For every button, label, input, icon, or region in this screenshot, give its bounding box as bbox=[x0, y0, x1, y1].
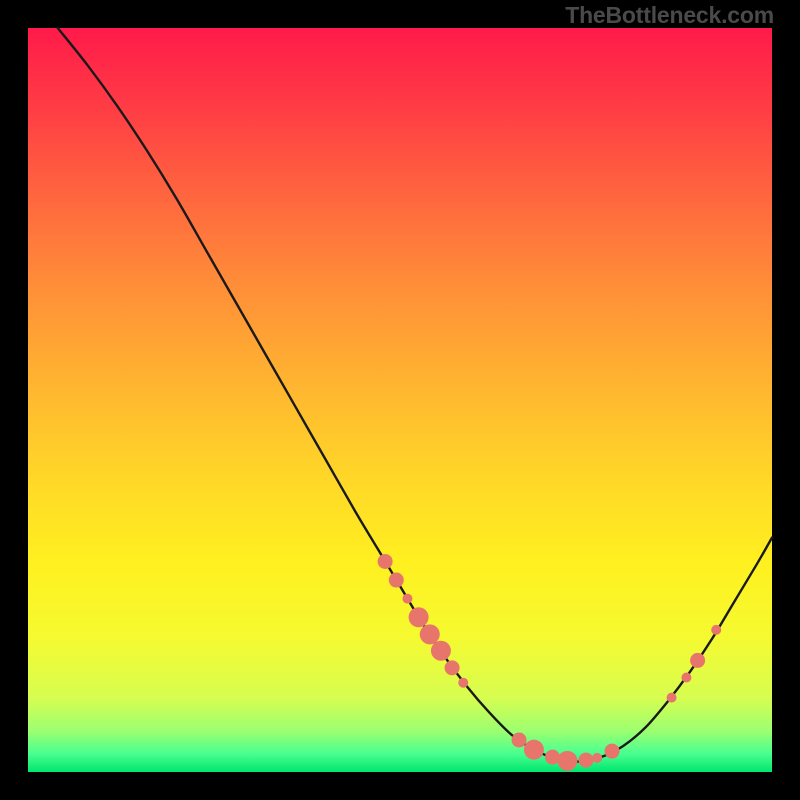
marker-point bbox=[409, 607, 429, 627]
marker-point bbox=[512, 733, 527, 748]
watermark-text: TheBottleneck.com bbox=[565, 2, 774, 29]
marker-point bbox=[402, 594, 412, 604]
chart-root: TheBottleneck.com bbox=[0, 0, 800, 800]
marker-point bbox=[579, 753, 594, 768]
marker-point bbox=[431, 641, 451, 661]
marker-point bbox=[458, 678, 468, 688]
marker-point bbox=[667, 693, 677, 703]
marker-point bbox=[681, 673, 691, 683]
chart-svg bbox=[0, 0, 800, 800]
marker-point bbox=[690, 653, 705, 668]
marker-point bbox=[605, 744, 620, 759]
marker-point bbox=[711, 625, 721, 635]
marker-point bbox=[378, 554, 393, 569]
marker-point bbox=[524, 740, 544, 760]
marker-point bbox=[445, 660, 460, 675]
marker-point bbox=[592, 753, 602, 763]
marker-point bbox=[557, 751, 577, 771]
marker-point bbox=[420, 624, 440, 644]
marker-point bbox=[389, 573, 404, 588]
